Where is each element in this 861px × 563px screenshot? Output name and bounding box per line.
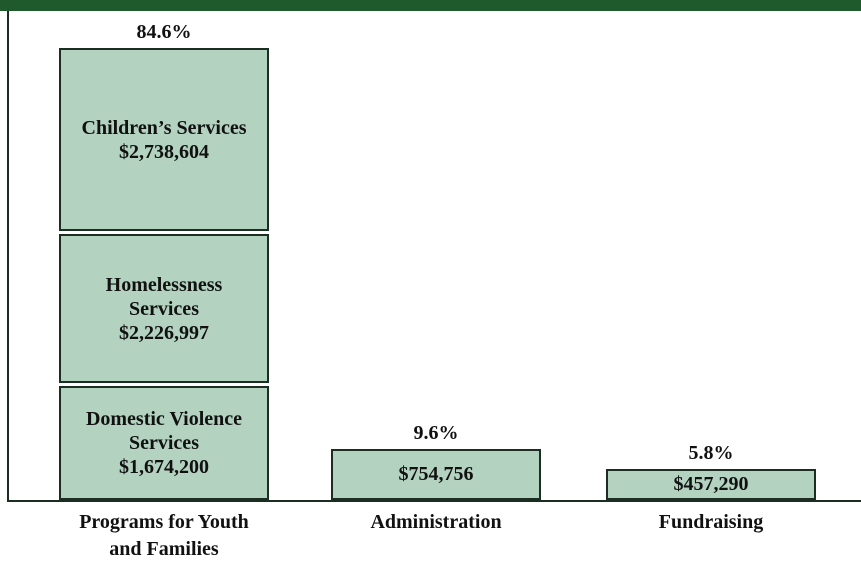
segment-value: $754,756: [398, 463, 474, 486]
segment-name: Domestic Violence Services: [85, 408, 243, 454]
percent-label: 84.6%: [136, 21, 192, 43]
bar-segment: Homelessness Services $2,226,997: [59, 234, 269, 384]
category-label: Administration: [370, 511, 502, 533]
category-label: Fundraising: [658, 511, 764, 533]
segment-name: Homelessness Services: [105, 273, 223, 320]
baseline: [7, 500, 861, 502]
segment-value: $1,674,200: [119, 456, 209, 478]
category-label: Programs for Youth and Families: [79, 511, 249, 560]
bar-segment: $457,290: [606, 468, 816, 500]
frame-left: [7, 11, 9, 502]
header-band: [0, 0, 861, 11]
bar-segment: Children’s Services $2,738,604: [59, 48, 269, 232]
percent-label: 9.6%: [413, 421, 459, 444]
segment-value: $2,738,604: [119, 140, 209, 163]
segment-value: $457,290: [673, 473, 749, 496]
percent-label: 5.8%: [688, 441, 734, 464]
segment-value: $2,226,997: [119, 321, 209, 344]
bar-segment: Domestic Violence Services $1,674,200: [59, 386, 269, 500]
segment-name: Children’s Services: [81, 116, 247, 139]
bar-segment: $754,756: [331, 448, 541, 500]
